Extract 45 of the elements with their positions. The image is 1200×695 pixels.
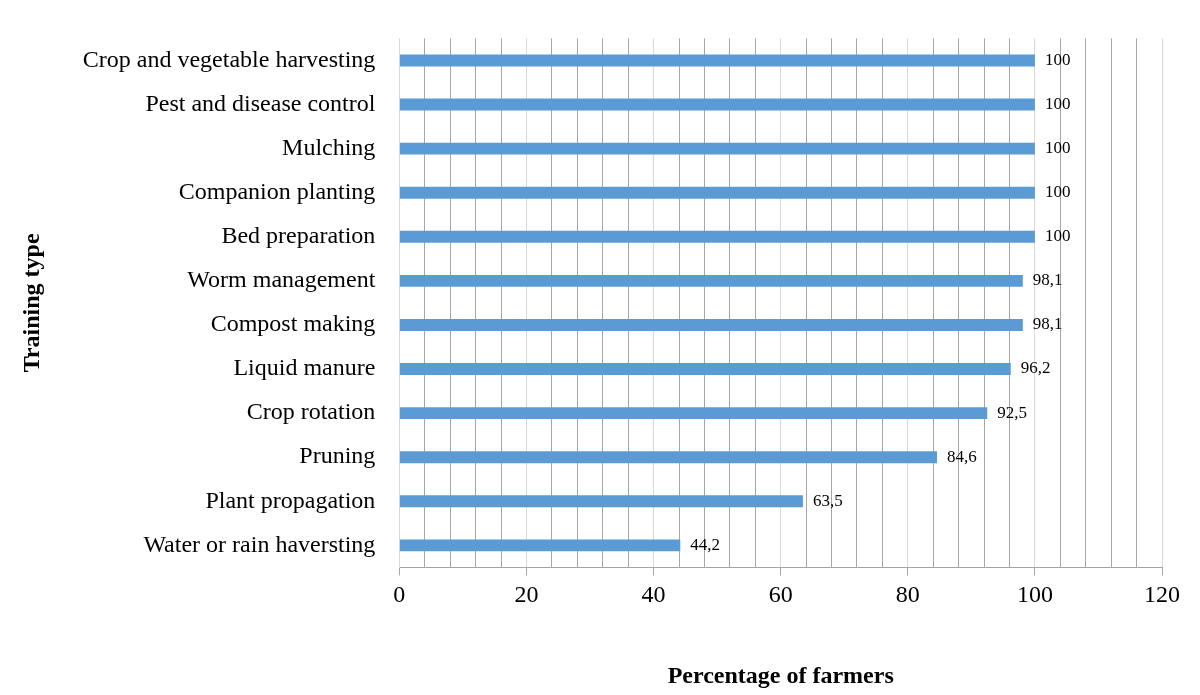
bar <box>399 318 1023 331</box>
data-label: 98,1 <box>1032 314 1063 334</box>
bar <box>399 230 1035 243</box>
y-tick-label: Crop and vegetable harvesting <box>82 45 376 72</box>
bar <box>399 142 1035 155</box>
data-label: 100 <box>1044 93 1071 113</box>
data-label: 96,2 <box>1020 358 1051 378</box>
x-tick-label: 40 <box>641 581 666 608</box>
y-tick-label: Water or rain haversting <box>143 530 376 557</box>
bar <box>399 186 1035 199</box>
bar <box>399 274 1023 287</box>
x-axis-title: Percentage of farmers <box>667 661 894 688</box>
data-label: 44,2 <box>690 534 721 554</box>
bar <box>399 495 803 508</box>
bar <box>399 451 938 464</box>
y-tick-label: Plant propagation <box>205 486 376 513</box>
x-tick-label: 20 <box>514 581 539 608</box>
bar <box>399 98 1035 111</box>
data-label: 98,1 <box>1032 270 1063 290</box>
y-tick-label: Bed preparation <box>221 222 376 249</box>
y-tick-label: Crop rotation <box>246 398 376 425</box>
x-tick-label: 0 <box>393 581 406 608</box>
data-label: 100 <box>1044 49 1071 69</box>
y-tick-label: Worm management <box>187 266 376 293</box>
bar <box>399 539 681 552</box>
y-axis-title: Training type <box>17 233 44 373</box>
y-tick-label: Compost making <box>210 310 376 337</box>
bar <box>399 54 1035 67</box>
y-tick-label: Liquid manure <box>233 354 376 381</box>
y-tick-label: Companion planting <box>178 177 376 204</box>
y-tick-label: Mulching <box>282 133 376 160</box>
data-label: 100 <box>1044 226 1071 246</box>
x-tick-label: 120 <box>1144 581 1180 608</box>
data-label: 84,6 <box>947 446 977 466</box>
data-label: 92,5 <box>997 402 1027 422</box>
data-label: 63,5 <box>812 490 843 510</box>
y-tick-label: Pruning <box>299 442 376 469</box>
y-tick-label: Pest and disease control <box>145 89 376 116</box>
x-tick-label: 60 <box>768 581 793 608</box>
x-tick-label: 80 <box>895 581 920 608</box>
bar <box>399 363 1011 375</box>
bar <box>399 407 988 420</box>
x-tick-label: 100 <box>1016 581 1053 608</box>
data-label: 100 <box>1044 182 1071 202</box>
data-label: 100 <box>1044 138 1071 158</box>
